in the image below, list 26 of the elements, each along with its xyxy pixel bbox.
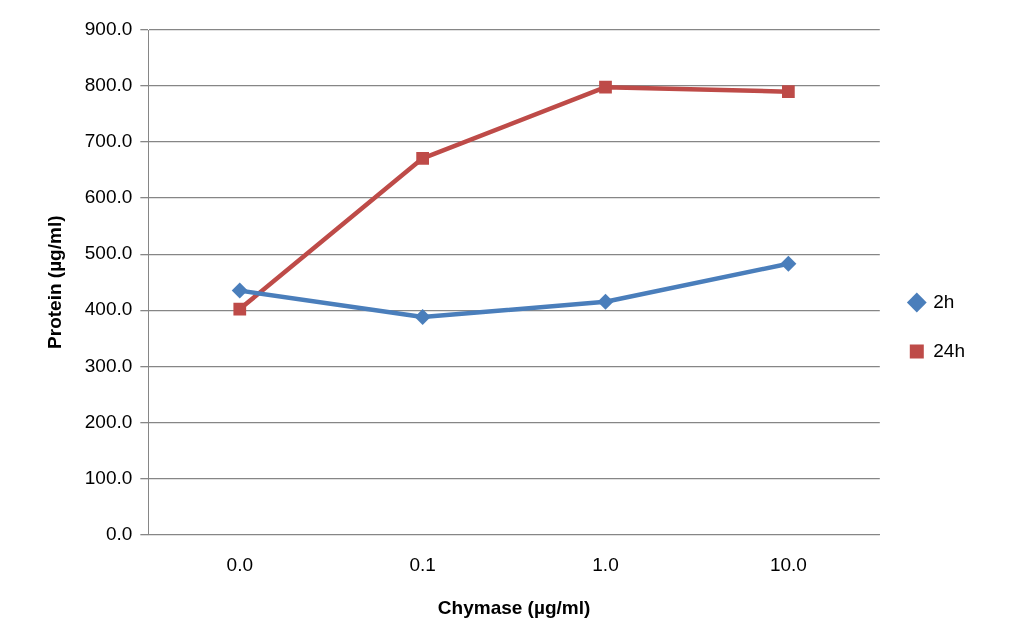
x-axis-title: Chymase (µg/ml) xyxy=(437,596,591,618)
point xyxy=(780,255,797,272)
y-tick-label: 700.0 xyxy=(84,130,133,152)
x-tick-label: 1.0 xyxy=(592,554,619,576)
y-tick-label: 200.0 xyxy=(84,410,133,432)
point xyxy=(597,293,614,310)
point xyxy=(782,85,795,99)
point xyxy=(416,151,430,165)
point xyxy=(231,282,248,299)
y-tick-label: 400.0 xyxy=(84,298,133,320)
y-tick-label: 100.0 xyxy=(84,466,133,488)
y-tick-label: 500.0 xyxy=(84,242,133,264)
x-tick-label: 0.1 xyxy=(409,554,436,576)
legend-label: 24h xyxy=(933,339,965,361)
y-tick-label: 600.0 xyxy=(84,186,133,208)
y-tick-label: 900.0 xyxy=(84,18,133,40)
y-axis-title: Protein (µg/ml) xyxy=(43,215,65,349)
point xyxy=(233,302,247,316)
point xyxy=(414,308,431,325)
point xyxy=(599,80,612,94)
legend-label: 2h xyxy=(933,290,955,312)
x-tick-label: 10.0 xyxy=(769,554,807,576)
x-tick-label: 0.0 xyxy=(226,554,253,576)
y-tick-label: 300.0 xyxy=(84,354,133,376)
y-tick-label: 0.0 xyxy=(105,522,133,544)
y-tick-label: 800.0 xyxy=(84,74,133,96)
